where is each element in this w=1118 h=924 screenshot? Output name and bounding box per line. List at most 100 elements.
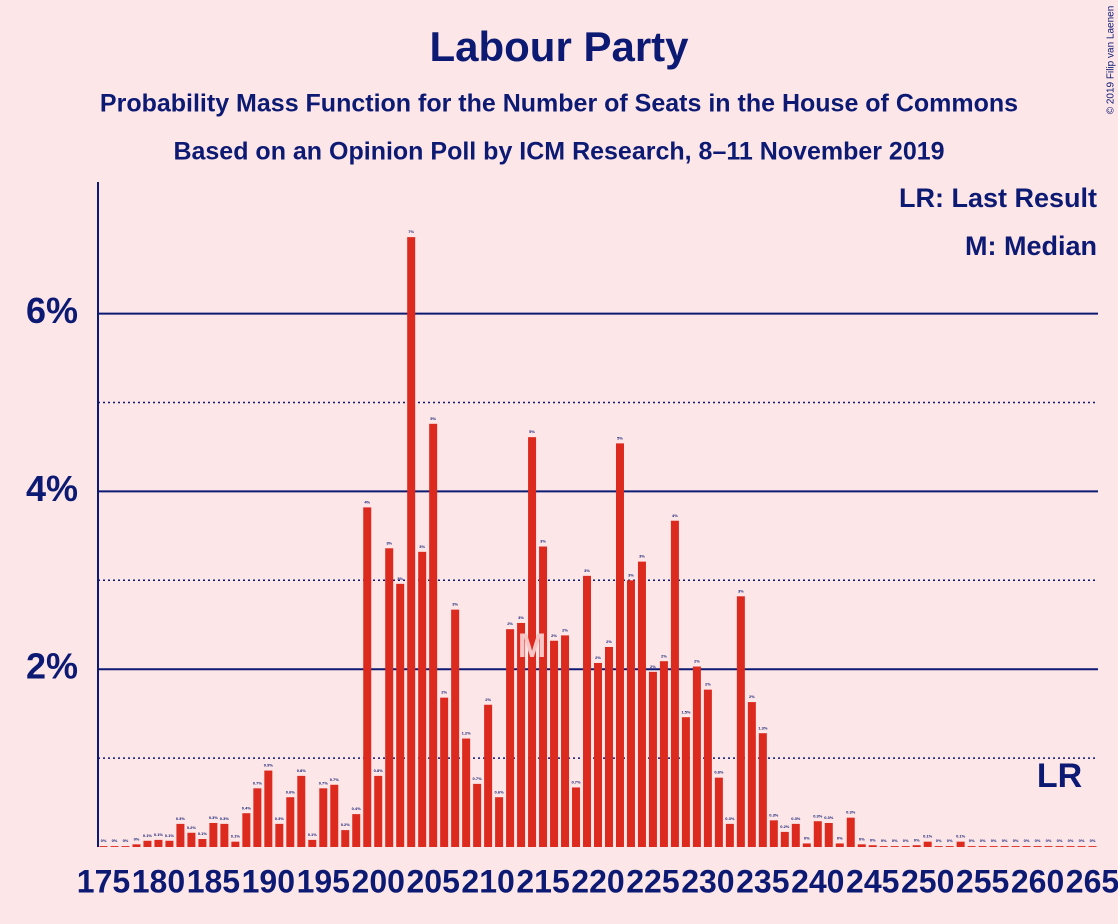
bar [341,830,350,847]
bar [1066,846,1075,847]
bar [615,443,624,847]
value-label: 0% [1002,838,1008,843]
value-label: 5% [430,416,436,421]
value-label: 0% [123,838,129,843]
bar [736,596,745,847]
bar [583,575,592,847]
value-label: 2% [595,655,601,660]
value-label: 0.2% [780,824,790,829]
bar [121,846,130,847]
value-label: 0% [1024,838,1030,843]
bar [220,823,229,847]
value-label: 0.1% [231,834,241,839]
bar [769,820,778,847]
x-tick-label: 190 [242,863,295,899]
value-label: 0.3% [824,815,834,820]
x-tick-label: 205 [406,863,459,899]
value-label: 0% [969,838,975,843]
value-label: 0% [903,838,909,843]
value-label: 0% [112,838,118,843]
bar [242,813,251,847]
x-tick-label: 195 [297,863,350,899]
x-tick-label: 265 [1066,863,1118,899]
value-label: 0.1% [154,832,164,837]
x-tick-label: 220 [571,863,624,899]
bar [319,788,328,847]
bar [165,840,174,847]
bar [352,814,361,847]
bar [780,831,789,847]
bar [934,846,943,847]
bar [747,702,756,847]
value-label: 0% [1057,838,1063,843]
median-marker: M [518,627,546,665]
x-tick-label: 230 [681,863,734,899]
value-label: 7% [408,229,414,234]
bar [253,788,262,847]
bar [363,507,372,847]
bar [1000,846,1009,847]
x-tick-label: 245 [846,863,899,899]
value-label: 0% [1035,838,1041,843]
bar [539,546,548,847]
bar [802,843,811,847]
x-tick-label: 215 [516,863,569,899]
value-label: 0.3% [791,816,801,821]
value-label: 0.8% [297,768,307,773]
bar [824,822,833,847]
value-label: 0% [914,837,920,842]
value-label: 2% [650,664,656,669]
value-label: 0% [991,838,997,843]
x-tick-label: 225 [626,863,679,899]
bar [506,629,515,847]
value-label: 1.5% [681,709,691,714]
bar [637,561,646,847]
bar [604,646,613,847]
bar [692,666,701,847]
bar [594,662,602,847]
value-label: 0.3% [176,816,186,821]
value-label: 0.7% [330,777,340,782]
bar [462,738,471,847]
value-label: 0.1% [198,831,208,836]
value-label: 0.6% [286,789,296,794]
bar [1033,846,1042,847]
value-label: 0.3% [769,812,779,817]
x-tick-label: 240 [791,863,844,899]
value-label: 1.3% [758,725,768,730]
value-label: 2% [606,639,612,644]
legend-entry: M: Median [965,231,1097,261]
value-label: 2% [441,690,447,695]
bar [396,583,405,847]
value-label: 2% [485,697,491,702]
bar [451,609,460,847]
value-label: 3% [540,539,546,544]
bar [1055,846,1064,847]
bar [626,580,635,847]
x-tick-label: 175 [77,863,130,899]
bar [385,548,394,847]
chart-title: Labour Party [429,23,689,70]
bar [330,784,339,847]
bar [857,844,866,847]
copyright: © 2019 Filip van Laenen [1106,6,1117,115]
x-tick-label: 180 [132,863,185,899]
value-label: 3% [397,576,403,581]
x-tick-label: 260 [1011,863,1064,899]
bar [176,823,185,847]
value-label: 0% [1090,838,1096,843]
value-label: 0% [1046,838,1052,843]
bar [132,844,141,847]
bar [275,823,284,847]
value-label: 0.9% [264,763,274,768]
value-label: 2% [705,682,711,687]
x-tick-label: 255 [956,863,1009,899]
x-tick-label: 235 [736,863,789,899]
value-label: 0.8% [714,770,724,775]
value-label: 0% [892,838,898,843]
bar [308,839,317,847]
bar [956,841,965,847]
value-label: 1.2% [462,731,472,736]
bar [659,661,668,847]
